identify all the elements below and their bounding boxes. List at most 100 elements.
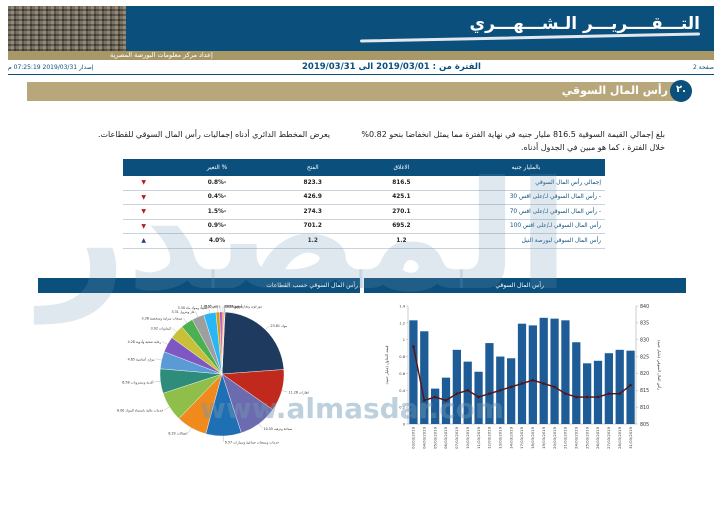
row-name: رأس المال السوقي لـ/على اقس 100 bbox=[447, 219, 605, 234]
pie-leader-line bbox=[164, 406, 170, 411]
right-axis-label: 835 bbox=[640, 321, 649, 327]
table-header: الفتح bbox=[269, 159, 356, 176]
info-row: إصدار 2019/03/31 07:25:19 م الفترة من : … bbox=[8, 62, 714, 74]
pie-slice-label: 8.29 اتصالات bbox=[168, 432, 187, 436]
x-tick-label: 06/03/2019 bbox=[443, 426, 448, 448]
line-point bbox=[422, 399, 426, 402]
bar bbox=[539, 317, 548, 424]
down-arrow-icon: ▼ bbox=[123, 219, 165, 234]
pie-slice-label: 0.65 إعلام bbox=[205, 305, 220, 310]
left-axis-label: 1.2 bbox=[399, 321, 405, 325]
x-tick-label: 03/03/2019 bbox=[411, 426, 416, 448]
table-header: الاغلاق bbox=[355, 159, 447, 176]
bar bbox=[463, 361, 472, 424]
row-open: 426.9 bbox=[269, 190, 356, 205]
down-arrow-icon: ▼ bbox=[123, 190, 165, 205]
line-point bbox=[488, 392, 491, 395]
pie-slice-label: 3.92 كيماويات bbox=[151, 326, 172, 330]
line-point bbox=[444, 399, 448, 402]
line-point bbox=[629, 383, 632, 387]
up-arrow-icon: ▲ bbox=[123, 233, 165, 249]
row-name: - رأس المال السوقي لـ/على اقس 70 bbox=[447, 204, 605, 220]
bar bbox=[528, 325, 537, 424]
section-number-badge bbox=[670, 80, 692, 102]
pie-slice-label: 3.36 منتجات منزلية وشخصية bbox=[142, 316, 183, 320]
row-open: 1.2 bbox=[269, 233, 356, 249]
pie-leader-line bbox=[188, 427, 192, 434]
bar bbox=[452, 349, 461, 424]
bar bbox=[517, 323, 527, 424]
row-close: 425.1 bbox=[355, 190, 447, 205]
x-tick-label: 10/03/2019 bbox=[465, 426, 470, 448]
page-number: صفحة 2 bbox=[693, 64, 714, 71]
row-name: رأس المال السوقي لبورصة النيل bbox=[447, 233, 605, 249]
x-tick-label: 13/03/2019 bbox=[497, 426, 502, 448]
x-tick-label: 31/03/2019 bbox=[628, 426, 633, 448]
bar bbox=[583, 363, 592, 424]
pie-slice bbox=[221, 311, 285, 375]
bar bbox=[507, 358, 516, 424]
market-cap-chart: 0 0.2 0.4 0.6 0.8 1 1.2 1.4 805 810 815 820 825 830 83… bbox=[384, 304, 662, 449]
pie-slice bbox=[221, 311, 226, 375]
x-tick-label: 05/03/2019 bbox=[432, 426, 437, 448]
row-change: -0.4% bbox=[164, 190, 270, 205]
right-axis-label: 840 bbox=[640, 304, 649, 310]
table-header-row: بالمليار جنيه الاغلاق الفتح % التغير bbox=[123, 159, 605, 176]
line-point bbox=[509, 385, 513, 389]
watermark-url: www.almasdar.com bbox=[200, 392, 505, 425]
line-point bbox=[574, 395, 578, 399]
table-header: بالمليار جنيه bbox=[447, 159, 605, 176]
table-row: - رأس المال السوقي لـ/على اقس 70 270.1 2… bbox=[123, 204, 605, 220]
x-tick-label: 18/03/2019 bbox=[530, 426, 535, 448]
left-axis-label: 0 bbox=[403, 423, 406, 427]
left-axis-label: 0.2 bbox=[399, 406, 405, 410]
pie-slice-label: 11.26 عقارات bbox=[289, 391, 310, 395]
pie-slice-label: 0.22 مرافق bbox=[225, 305, 242, 309]
x-tick-label: 19/03/2019 bbox=[541, 426, 546, 448]
table-row: - رأس المال السوقي لـ/على اقس 30 425.1 4… bbox=[123, 190, 605, 205]
pie-slice-label: 6.58 أغذية ومشروبات bbox=[122, 379, 153, 384]
bar bbox=[593, 360, 603, 424]
report-period: الفترة من : 2019/03/01 الى 2019/03/31 bbox=[302, 62, 481, 72]
down-arrow-icon: ▼ bbox=[123, 176, 165, 191]
bar bbox=[572, 342, 581, 424]
right-axis-label: 830 bbox=[640, 338, 649, 344]
report-title: التـــقــــريـــر الـشـــهـــري bbox=[469, 14, 700, 34]
pie-slice-label: 3.31 غاز وبترول bbox=[171, 310, 194, 314]
section-title: رأس المال السوقي bbox=[561, 84, 668, 97]
bar bbox=[604, 353, 613, 424]
row-open: 274.3 bbox=[269, 204, 356, 220]
header-photo-texture bbox=[8, 6, 126, 51]
row-close: 816.5 bbox=[355, 176, 447, 191]
watermark: المصدر bbox=[40, 150, 573, 324]
pie-leader-line bbox=[208, 307, 210, 314]
right-series-label: رأس المال السوقي (مليار جنيه) bbox=[657, 340, 662, 390]
left-series-label: قيمة التداول (مليار جنيه) bbox=[384, 345, 389, 384]
x-tick-label: 28/03/2019 bbox=[617, 426, 622, 448]
x-tick-label: 11/03/2019 bbox=[476, 426, 481, 448]
line-point bbox=[498, 388, 502, 392]
down-arrow-icon: ▼ bbox=[123, 204, 165, 220]
pie-leader-line bbox=[171, 327, 177, 332]
pie-intro-paragraph: يعرض المخطط الدائري أدناه إجماليات رأس ا… bbox=[97, 130, 330, 139]
left-axis-label: 0.8 bbox=[399, 355, 405, 359]
x-tick-label: 24/03/2019 bbox=[573, 426, 578, 448]
section-number: ٢. bbox=[676, 84, 686, 95]
pie-chart-header bbox=[38, 278, 360, 293]
right-axis-label: 805 bbox=[640, 422, 649, 428]
table-header-arrow bbox=[123, 159, 165, 176]
pie-slice-label: 23.81 بنوك bbox=[271, 324, 288, 328]
pie-slice-label: 8.00 خدمات مالية باستثناء البنوك bbox=[117, 409, 163, 413]
line-point bbox=[596, 395, 600, 399]
bar bbox=[550, 318, 559, 424]
header-strip bbox=[8, 51, 714, 60]
pie-leader-line bbox=[154, 380, 161, 382]
table-header: % التغير bbox=[164, 159, 270, 176]
row-open: 701.2 bbox=[269, 219, 356, 234]
bar bbox=[626, 350, 635, 424]
sector-pie-chart: 23.81 بنوك 11.26 عقارات 10.55 سياحة وترفيه… bbox=[117, 304, 310, 445]
pie-leader-line bbox=[183, 317, 187, 324]
x-tick-label: 17/03/2019 bbox=[519, 426, 524, 448]
line-point bbox=[531, 378, 535, 382]
row-close: 695.2 bbox=[355, 219, 447, 234]
